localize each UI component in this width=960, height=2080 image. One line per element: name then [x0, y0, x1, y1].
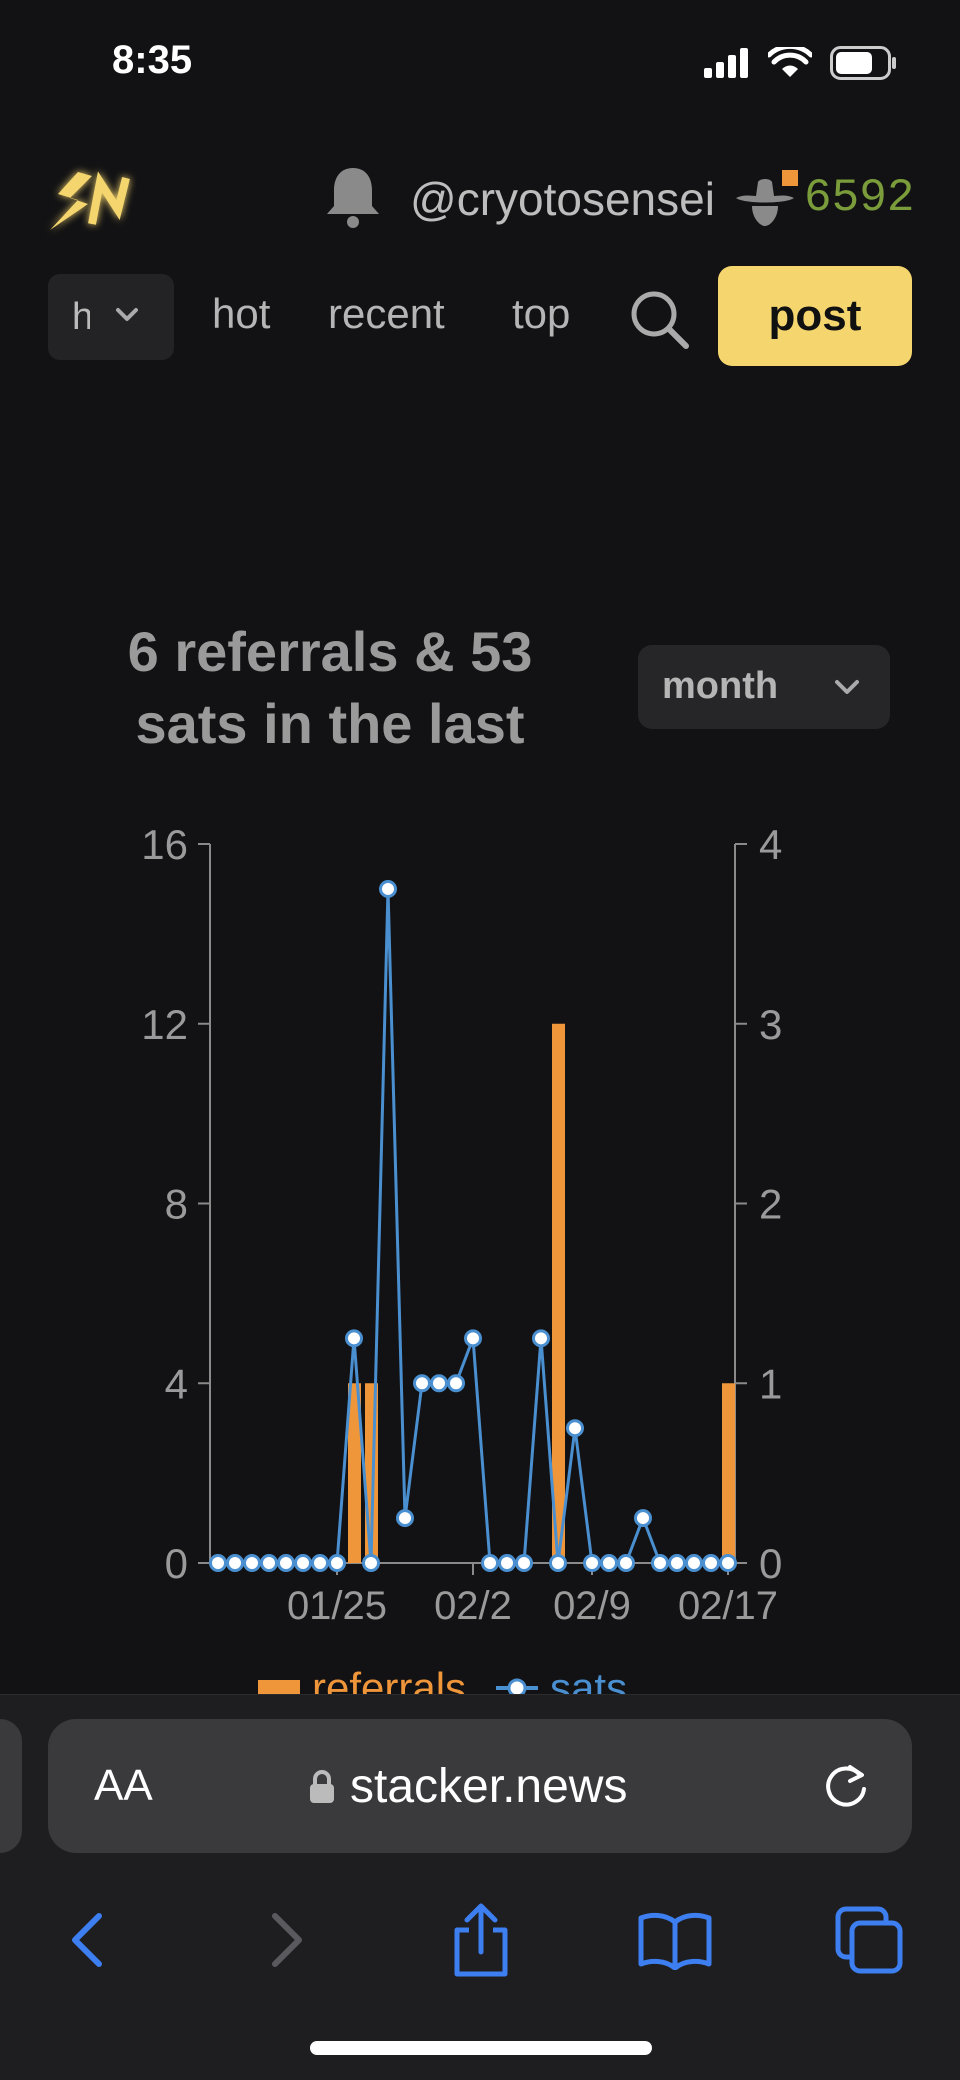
sats-point: [362, 1554, 380, 1572]
sub-select[interactable]: home: [48, 274, 174, 360]
sats-point: [532, 1329, 550, 1348]
right-axis-tick-label: 0: [759, 1540, 782, 1587]
x-axis-tick-label: 02/2: [434, 1584, 512, 1628]
left-axis-tick-label: 8: [165, 1181, 188, 1228]
sats-point: [600, 1554, 618, 1572]
tabs-button[interactable]: [824, 1895, 914, 1985]
left-axis-tick-label: 4: [165, 1360, 188, 1407]
browser-chrome: AA stacker.news: [0, 1694, 960, 2080]
referrals-bar: [348, 1383, 361, 1563]
search-icon[interactable]: [628, 288, 690, 350]
period-select-value: month: [662, 665, 779, 707]
right-axis-tick-label: 1: [759, 1360, 782, 1407]
sats-line: [218, 887, 728, 1565]
right-axis-tick-label: 3: [759, 1001, 782, 1048]
forward-icon: [272, 1913, 302, 1967]
lock-icon: [310, 1769, 334, 1803]
nav-hot[interactable]: hot: [212, 290, 271, 337]
share-icon: [454, 1903, 508, 1977]
status-bar: 8:35: [0, 0, 960, 130]
sats-point: [345, 1329, 363, 1348]
browser-toolbar: [0, 1895, 960, 1995]
sats-point: [515, 1554, 533, 1572]
sats-point: [447, 1374, 465, 1393]
wifi-icon: [768, 47, 812, 77]
previous-tab-peek[interactable]: [0, 1719, 22, 1853]
chevron-down-icon: [116, 308, 138, 321]
stats-heading-line1: 6 referrals & 53: [127, 620, 533, 683]
sats-point: [651, 1554, 669, 1572]
left-axis-tick-label: 12: [141, 1001, 188, 1048]
right-axis-tick-label: 4: [759, 821, 782, 868]
sats-point: [719, 1554, 737, 1572]
sats-balance[interactable]: 6592: [804, 172, 915, 224]
sats-point: [328, 1554, 346, 1572]
sats-point: [379, 879, 397, 898]
site-header: @cryotosensei 6592: [0, 150, 960, 250]
x-axis-tick-label: 02/17: [678, 1584, 778, 1628]
tabs-icon: [835, 1906, 903, 1974]
cowboy-hat-icon: [736, 170, 798, 226]
sats-point: [209, 1554, 227, 1572]
main-nav: home hot recent top post: [0, 262, 960, 372]
stats-heading: 6 referrals & 53 sats in the last: [80, 616, 580, 760]
stats-heading-line2: sats in the last: [135, 692, 525, 755]
sats-point: [498, 1554, 516, 1572]
sub-select-value: home: [72, 296, 90, 338]
back-button[interactable]: [42, 1895, 132, 1985]
chevron-down-icon: [835, 680, 859, 694]
status-icons: [704, 46, 898, 80]
sats-point: [260, 1554, 278, 1572]
sats-point: [566, 1419, 584, 1438]
x-axis-tick-label: 02/9: [553, 1584, 631, 1628]
period-select[interactable]: month: [638, 645, 890, 729]
text-size-button[interactable]: AA: [94, 1761, 153, 1810]
sats-point: [311, 1554, 329, 1572]
sats-point: [668, 1554, 686, 1572]
reload-icon[interactable]: [820, 1757, 874, 1813]
x-axis-tick-label: 01/25: [287, 1584, 387, 1628]
left-axis-tick-label: 0: [165, 1540, 188, 1587]
sats-point: [226, 1554, 244, 1572]
sats-point: [685, 1554, 703, 1572]
battery-icon: [830, 46, 896, 80]
sats-point: [413, 1374, 431, 1393]
url-text: stacker.news: [350, 1760, 628, 1813]
sats-point: [277, 1554, 295, 1572]
sats-point: [396, 1509, 414, 1528]
bell-icon[interactable]: [322, 164, 384, 230]
legend-referrals-swatch: [258, 1680, 300, 1696]
back-icon: [72, 1913, 102, 1967]
post-button[interactable]: post: [718, 266, 912, 366]
legend-sats-swatch: [496, 1678, 539, 1698]
referrals-bar: [552, 1023, 565, 1563]
sats-point: [617, 1554, 635, 1572]
sats-point: [294, 1554, 312, 1572]
sats-point: [583, 1554, 601, 1572]
sats-point: [243, 1554, 261, 1572]
bookmarks-button[interactable]: [630, 1895, 720, 1985]
sats-point: [481, 1554, 499, 1572]
status-time: 8:35: [112, 38, 193, 82]
sats-point: [430, 1374, 448, 1393]
left-axis-tick-label: 16: [141, 821, 188, 868]
share-button[interactable]: [436, 1895, 526, 1985]
stacker-news-logo[interactable]: [44, 160, 144, 240]
referrals-bar: [722, 1383, 735, 1563]
username-link[interactable]: @cryotosensei: [410, 173, 715, 225]
bookmarks-icon: [638, 1912, 712, 1970]
sats-point: [702, 1554, 720, 1572]
nav-top[interactable]: top: [512, 290, 571, 337]
sats-point: [549, 1554, 567, 1572]
nav-recent[interactable]: recent: [328, 290, 445, 337]
sats-point: [464, 1329, 482, 1348]
address-bar[interactable]: AA stacker.news: [48, 1719, 912, 1853]
home-indicator: [310, 2041, 652, 2055]
sats-point: [634, 1509, 652, 1528]
signal-icon: [704, 48, 748, 78]
forward-button[interactable]: [242, 1895, 332, 1985]
right-axis-tick-label: 2: [759, 1181, 782, 1228]
url-display[interactable]: stacker.news: [308, 1759, 627, 1814]
